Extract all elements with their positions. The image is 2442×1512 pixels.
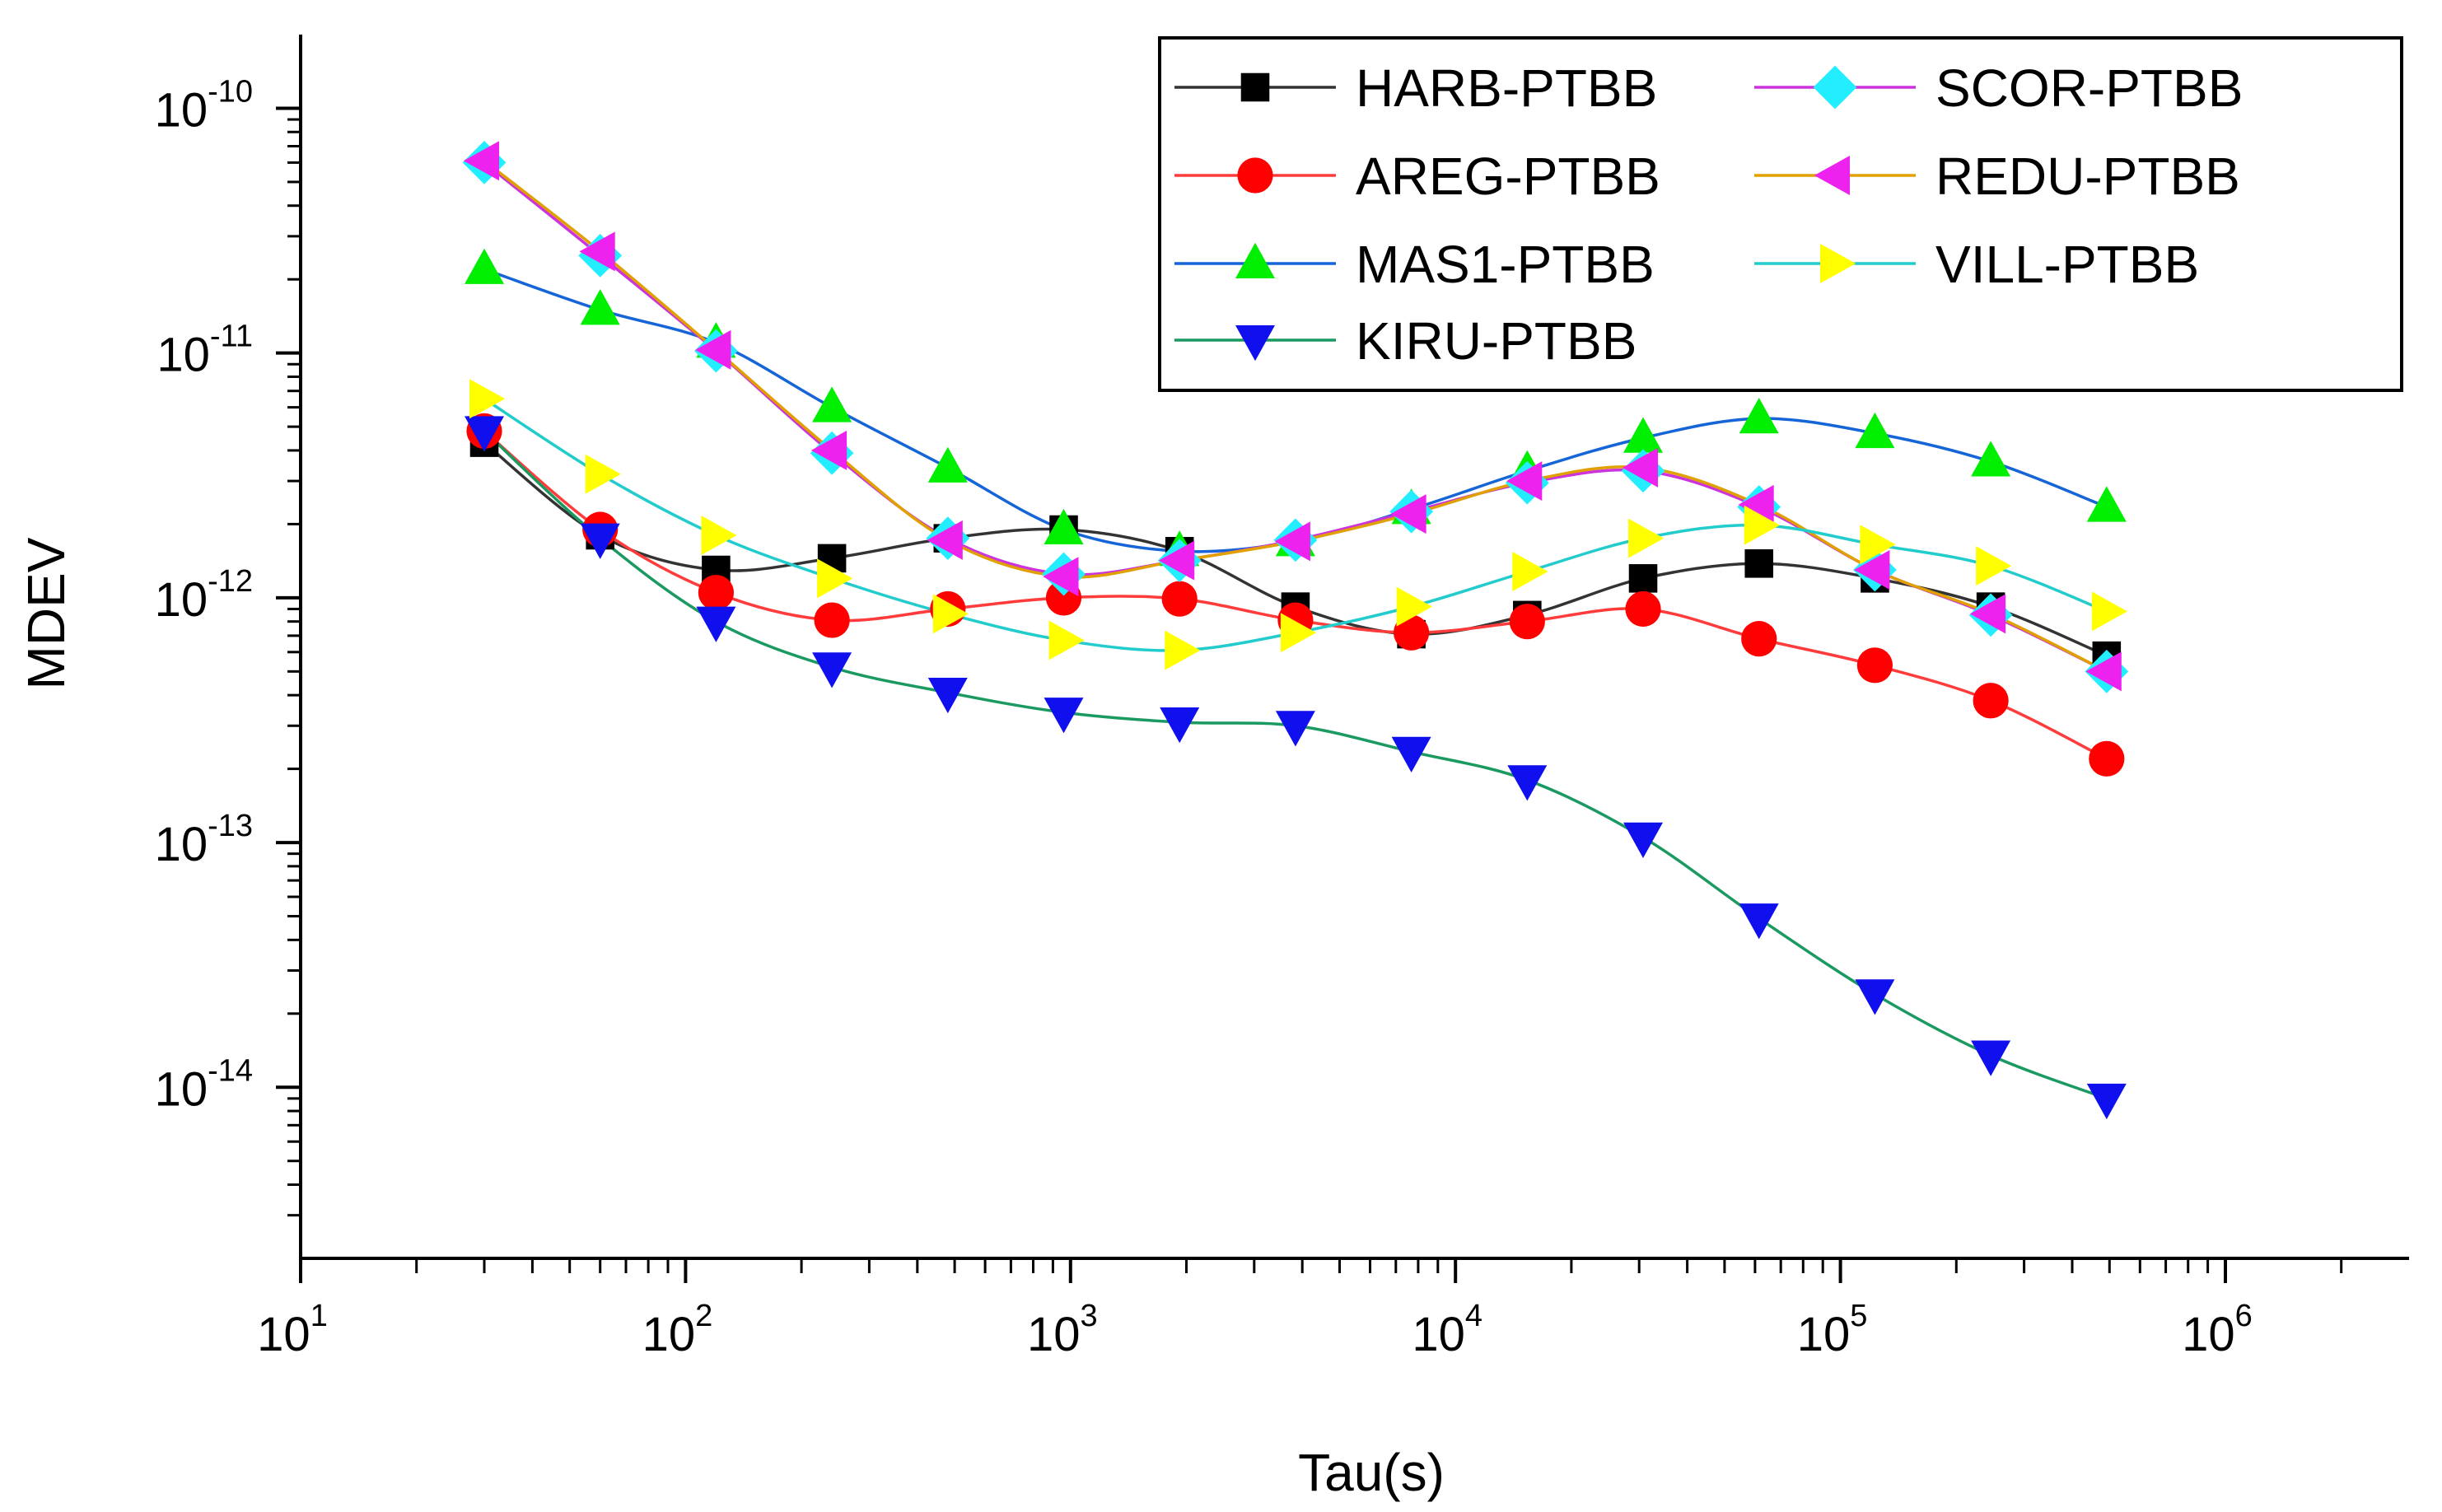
marker-mas1-ptbb (927, 446, 968, 483)
marker-mas1-ptbb (1044, 508, 1084, 545)
marker-areg-ptbb (814, 602, 850, 638)
marker-vill-ptbb (1744, 505, 1780, 545)
marker-redu-ptbb (1043, 557, 1079, 597)
marker-mas1-ptbb (1739, 397, 1779, 434)
legend-label-kiru-ptbb: KIRU-PTBB (1356, 311, 1637, 371)
marker-kiru-ptbb (696, 606, 736, 642)
marker-mas1-ptbb (580, 289, 620, 325)
marker-kiru-ptbb (1391, 736, 1431, 772)
marker-redu-ptbb (1274, 521, 1310, 562)
marker-kiru-ptbb (1507, 765, 1548, 801)
x-tick-label: 104 (1412, 1299, 1482, 1361)
marker-vill-ptbb (1976, 546, 2012, 586)
y-tick-label: 10-10 (155, 74, 253, 137)
marker-kiru-ptbb (927, 677, 968, 714)
marker-kiru-ptbb (1275, 711, 1315, 747)
marker-areg-ptbb (1394, 614, 1430, 651)
marker-areg-ptbb (2089, 740, 2125, 777)
marker-kiru-ptbb (580, 523, 620, 559)
legend-label-mas1-ptbb: MAS1-PTBB (1356, 235, 1655, 294)
marker-vill-ptbb (1280, 613, 1317, 653)
legend-label-scor-ptbb: SCOR-PTBB (1935, 58, 2243, 118)
marker-vill-ptbb (1512, 552, 1548, 592)
marker-redu-ptbb (1506, 461, 1543, 502)
y-axis-title: MDEV (16, 537, 76, 689)
legend-label-areg-ptbb: AREG-PTBB (1356, 147, 1660, 206)
marker-redu-ptbb (1390, 494, 1426, 534)
marker-redu-ptbb (1854, 550, 1890, 590)
marker-kiru-ptbb (1623, 822, 1664, 858)
legend-marker-harb-ptbb (1240, 72, 1270, 102)
legend-marker-kiru-ptbb (1235, 325, 1275, 362)
marker-kiru-ptbb (1044, 698, 1084, 734)
marker-harb-ptbb (1744, 549, 1773, 578)
x-tick-label: 105 (1797, 1299, 1868, 1361)
marker-areg-ptbb (1973, 683, 2009, 719)
legend-marker-areg-ptbb (1237, 157, 1273, 194)
x-axis-title: Tau(s) (1298, 1443, 1445, 1502)
marker-mas1-ptbb (1855, 412, 1895, 449)
y-tick-label: 10-14 (155, 1053, 253, 1116)
marker-vill-ptbb (2091, 591, 2128, 632)
legend: HARB-PTBB SCOR-PTBB AREG-PTBB REDU-PTBB MAS1… (1158, 36, 2403, 392)
x-tick-label: 103 (1027, 1299, 1098, 1361)
legend-label-harb-ptbb: HARB-PTBB (1356, 58, 1657, 118)
marker-redu-ptbb (1622, 447, 1659, 488)
legend-marker-vill-ptbb (1820, 244, 1856, 283)
marker-vill-ptbb (817, 558, 853, 599)
marker-areg-ptbb (1625, 590, 1661, 628)
y-tick-label: 10-12 (155, 564, 253, 627)
marker-kiru-ptbb (1855, 979, 1895, 1015)
marker-vill-ptbb (1048, 620, 1085, 660)
marker-redu-ptbb (927, 520, 963, 560)
marker-vill-ptbb (701, 515, 737, 555)
marker-areg-ptbb (698, 574, 735, 611)
marker-redu-ptbb (1969, 594, 2006, 634)
y-tick-label: 10-11 (156, 320, 253, 382)
marker-redu-ptbb (695, 329, 731, 370)
marker-vill-ptbb (585, 454, 621, 494)
marker-areg-ptbb (1161, 581, 1198, 617)
marker-kiru-ptbb (2086, 1083, 2127, 1120)
legend-label-redu-ptbb: REDU-PTBB (1935, 147, 2240, 206)
x-tick-label: 106 (2182, 1299, 2253, 1361)
marker-redu-ptbb (463, 141, 500, 181)
marker-vill-ptbb (1860, 525, 1896, 565)
legend-marker-scor-ptbb (1813, 65, 1857, 110)
marker-kiru-ptbb (812, 652, 852, 688)
marker-redu-ptbb (1159, 540, 1195, 581)
marker-redu-ptbb (810, 430, 847, 470)
legend-marker-redu-ptbb (1814, 156, 1850, 195)
marker-areg-ptbb (1741, 621, 1777, 657)
marker-kiru-ptbb (465, 416, 505, 452)
marker-redu-ptbb (1738, 484, 1774, 525)
marker-kiru-ptbb (1160, 707, 1200, 744)
y-tick-label: 10-13 (155, 809, 253, 871)
marker-areg-ptbb (1509, 604, 1545, 640)
marker-mas1-ptbb (2086, 486, 2127, 522)
marker-redu-ptbb (579, 231, 615, 272)
marker-mas1-ptbb (465, 248, 505, 284)
marker-vill-ptbb (1165, 630, 1201, 670)
marker-vill-ptbb (932, 594, 969, 634)
x-tick-label: 101 (257, 1299, 328, 1361)
x-tick-label: 102 (642, 1299, 713, 1361)
marker-kiru-ptbb (1971, 1040, 2011, 1076)
marker-kiru-ptbb (1739, 903, 1779, 940)
marker-vill-ptbb (469, 379, 506, 419)
axes: 101 102 103 104 105 106 10-10 10-11 10-12 10-13 10… (155, 35, 2409, 1361)
marker-areg-ptbb (1856, 647, 1893, 684)
marker-vill-ptbb (1396, 586, 1432, 627)
legend-label-vill-ptbb: VILL-PTBB (1935, 235, 2199, 294)
marker-mas1-ptbb (1971, 441, 2011, 477)
legend-box (1158, 36, 2403, 392)
marker-mas1-ptbb (1623, 417, 1664, 453)
marker-vill-ptbb (1628, 518, 1665, 558)
marker-mas1-ptbb (812, 386, 852, 422)
legend-marker-mas1-ptbb (1235, 242, 1275, 278)
marker-redu-ptbb (2085, 651, 2122, 692)
series-markers (462, 140, 2129, 1120)
marker-harb-ptbb (1628, 564, 1658, 593)
